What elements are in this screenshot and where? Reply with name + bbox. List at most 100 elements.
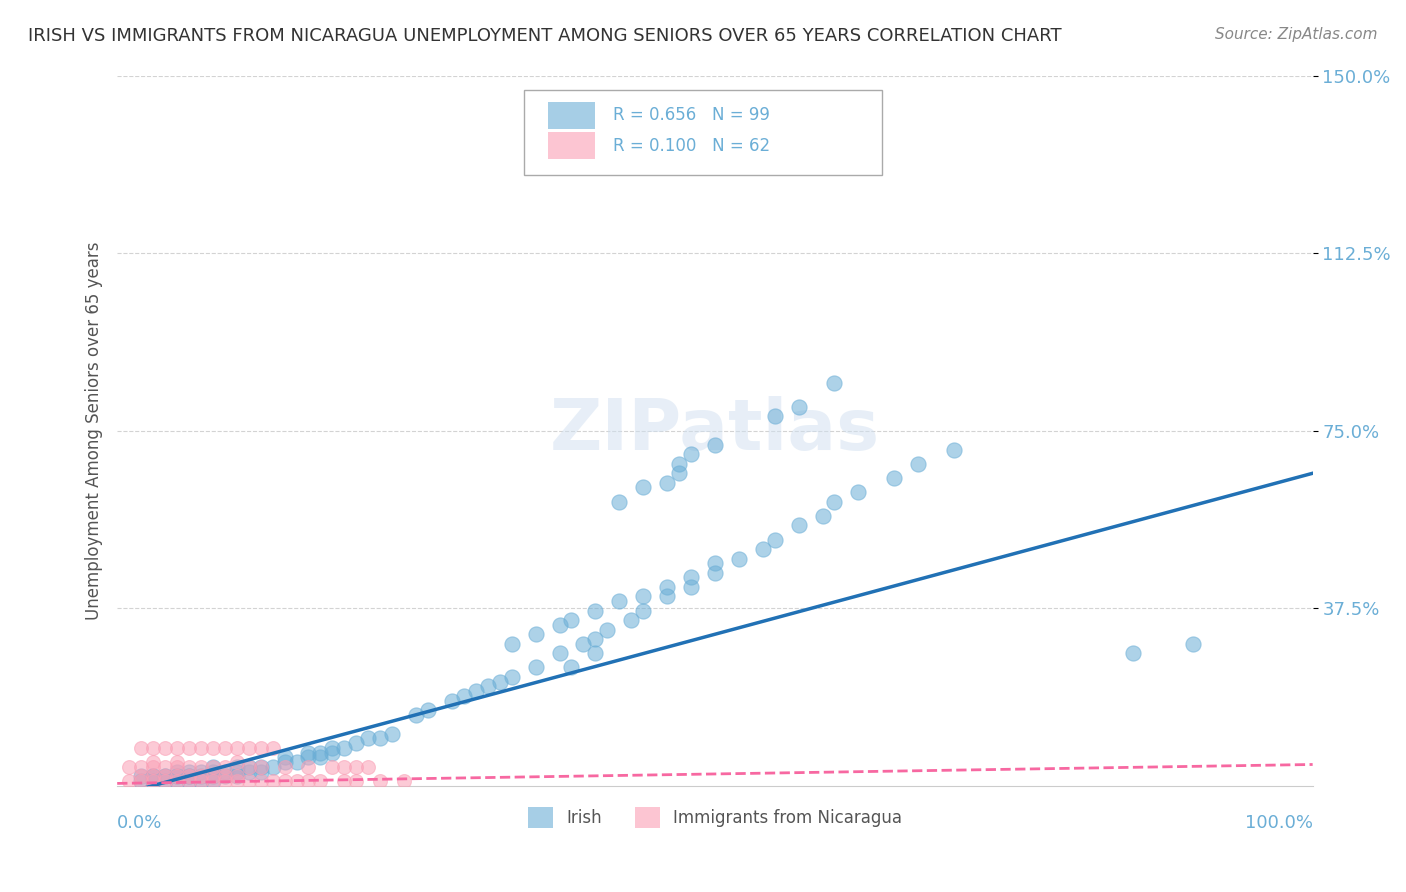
Point: [142, 769, 165, 783]
Point: [177, 740, 200, 755]
Point: [787, 518, 810, 533]
Point: [129, 774, 152, 789]
Point: [201, 774, 224, 789]
Point: [166, 769, 188, 783]
Point: [166, 774, 188, 789]
Point: [285, 774, 308, 789]
Point: [668, 457, 690, 471]
Point: [273, 774, 295, 789]
Point: [344, 760, 367, 774]
Point: [453, 689, 475, 703]
Point: [548, 617, 571, 632]
Bar: [547, 102, 595, 128]
Point: [524, 627, 547, 641]
Point: [201, 740, 224, 755]
Point: [297, 760, 319, 774]
Point: [238, 760, 260, 774]
Point: [368, 731, 391, 746]
Point: [177, 774, 200, 789]
Point: [416, 703, 439, 717]
Point: [309, 746, 332, 760]
Point: [321, 746, 343, 760]
Point: [190, 774, 212, 789]
Point: [214, 769, 236, 783]
Point: [620, 613, 643, 627]
Point: [655, 475, 678, 490]
Point: [201, 774, 224, 789]
Point: [763, 533, 786, 547]
Point: [811, 508, 834, 523]
Point: [607, 494, 630, 508]
Point: [142, 740, 165, 755]
Point: [142, 769, 165, 783]
Point: [1122, 646, 1144, 660]
Point: [943, 442, 966, 457]
Point: [477, 679, 499, 693]
Point: [201, 760, 224, 774]
Point: [190, 740, 212, 755]
Point: [249, 760, 271, 774]
Point: [201, 769, 224, 783]
Legend: Irish, Immigrants from Nicaragua: Irish, Immigrants from Nicaragua: [522, 801, 908, 834]
Point: [190, 764, 212, 779]
Point: [583, 604, 606, 618]
Point: [488, 674, 510, 689]
Point: [214, 769, 236, 783]
Point: [238, 774, 260, 789]
FancyBboxPatch shape: [523, 90, 883, 175]
Point: [166, 764, 188, 779]
Point: [201, 769, 224, 783]
Point: [560, 613, 582, 627]
Point: [679, 447, 702, 461]
Point: [214, 740, 236, 755]
Point: [214, 774, 236, 789]
Point: [201, 764, 224, 779]
Point: [631, 590, 654, 604]
Point: [392, 774, 415, 789]
Point: [153, 740, 176, 755]
Point: [153, 769, 176, 783]
Point: [883, 471, 905, 485]
Point: [824, 494, 846, 508]
Point: [524, 660, 547, 674]
Point: [751, 542, 773, 557]
Point: [309, 750, 332, 764]
Text: R = 0.100   N = 62: R = 0.100 N = 62: [613, 136, 770, 155]
Point: [357, 731, 380, 746]
Point: [249, 740, 271, 755]
Point: [142, 760, 165, 774]
Text: Source: ZipAtlas.com: Source: ZipAtlas.com: [1215, 27, 1378, 42]
Point: [297, 746, 319, 760]
Point: [166, 769, 188, 783]
Point: [166, 774, 188, 789]
Point: [1182, 637, 1205, 651]
Point: [153, 769, 176, 783]
Point: [153, 760, 176, 774]
Point: [225, 755, 247, 769]
Point: [273, 755, 295, 769]
Point: [225, 740, 247, 755]
Point: [787, 400, 810, 414]
Point: [607, 594, 630, 608]
Point: [344, 774, 367, 789]
Point: [703, 438, 725, 452]
Point: [583, 632, 606, 646]
Point: [166, 755, 188, 769]
Point: [153, 774, 176, 789]
Point: [572, 637, 595, 651]
Point: [129, 760, 152, 774]
Point: [129, 769, 152, 783]
Point: [848, 485, 870, 500]
Point: [631, 604, 654, 618]
Point: [596, 623, 619, 637]
Point: [177, 769, 200, 783]
Point: [501, 637, 523, 651]
Point: [501, 670, 523, 684]
Point: [297, 750, 319, 764]
Point: [655, 590, 678, 604]
Point: [225, 769, 247, 783]
Point: [129, 740, 152, 755]
Point: [679, 570, 702, 584]
Point: [166, 740, 188, 755]
Point: [238, 764, 260, 779]
